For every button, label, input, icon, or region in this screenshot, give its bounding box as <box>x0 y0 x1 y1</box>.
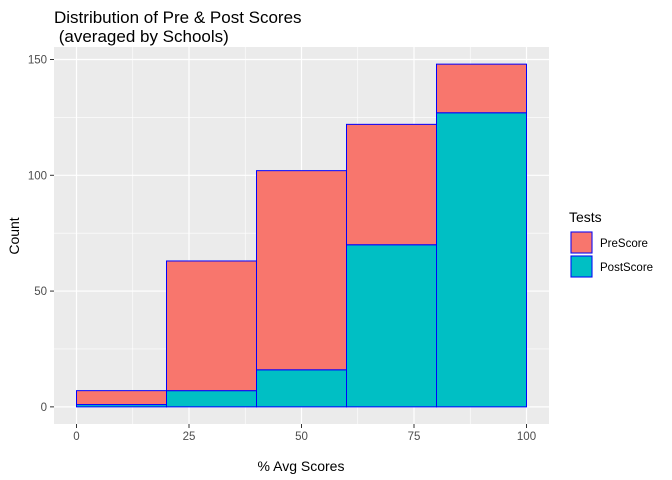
x-axis-ticks: 0 25 50 75 100 <box>73 424 536 443</box>
bar-postscore-20-40 <box>166 390 257 408</box>
y-tick-label: 0 <box>41 402 47 414</box>
x-tick-label: 100 <box>517 431 536 443</box>
chart-title-line-1: Distribution of Pre & Post Scores <box>54 8 302 27</box>
bars <box>76 63 527 408</box>
legend-swatch-postscore <box>570 255 593 278</box>
bar-prescore-0-20 <box>76 390 167 406</box>
y-axis-title: Count <box>6 217 22 254</box>
legend-label-prescore: PreScore <box>600 238 648 250</box>
y-tick-label: 150 <box>28 55 47 67</box>
bar-postscore-60-80 <box>346 244 437 408</box>
x-axis-title: % Avg Scores <box>258 458 345 474</box>
x-tick-label: 75 <box>408 431 421 443</box>
legend-swatch-prescore <box>570 231 593 254</box>
bar-prescore-40-60 <box>256 170 347 371</box>
x-tick-label: 25 <box>183 431 196 443</box>
y-tick-label: 100 <box>28 170 47 182</box>
y-tick-label: 50 <box>34 286 47 298</box>
y-axis-ticks: 0 50 100 150 <box>28 55 54 414</box>
legend: Tests PreScore PostScore <box>569 209 653 278</box>
bar-prescore-60-80 <box>346 123 437 246</box>
x-tick-label: 0 <box>73 431 79 443</box>
bar-postscore-80-100 <box>436 112 527 408</box>
legend-items: PreScore PostScore <box>570 231 653 278</box>
legend-title: Tests <box>569 209 602 225</box>
legend-label-postscore: PostScore <box>600 262 653 274</box>
bar-postscore-40-60 <box>256 369 347 408</box>
bar-prescore-80-100 <box>436 63 527 114</box>
bar-prescore-20-40 <box>166 260 257 392</box>
chart-title-line-2: (averaged by Schools) <box>54 27 229 46</box>
x-tick-label: 50 <box>295 431 308 443</box>
